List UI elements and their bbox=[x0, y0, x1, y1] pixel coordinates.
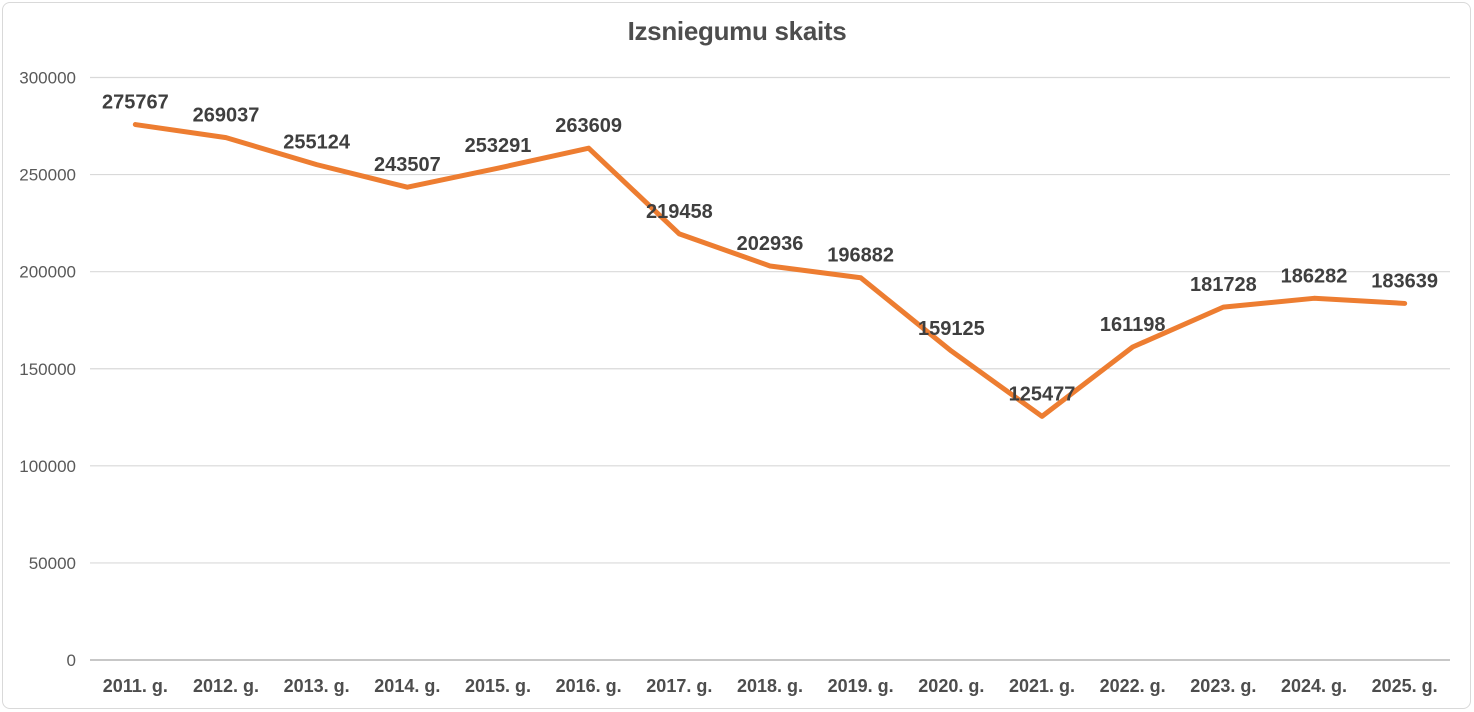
data-label: 159125 bbox=[918, 318, 985, 340]
data-line bbox=[132, 122, 1408, 419]
y-axis-tick-label: 150000 bbox=[19, 360, 76, 379]
x-axis-label: 2022. g. bbox=[1100, 676, 1166, 696]
data-label: 202936 bbox=[737, 233, 804, 255]
y-axis-tick-label: 250000 bbox=[19, 166, 76, 185]
data-label: 183639 bbox=[1371, 270, 1438, 292]
x-axis-label: 2023. g. bbox=[1190, 676, 1256, 696]
data-label: 181728 bbox=[1190, 274, 1257, 296]
x-axis-label: 2011. g. bbox=[103, 676, 168, 696]
x-axis-label: 2019. g. bbox=[828, 676, 894, 696]
x-axis-label: 2018. g. bbox=[737, 676, 803, 696]
x-axis-label: 2025. g. bbox=[1372, 676, 1438, 696]
data-label: 263609 bbox=[555, 115, 622, 137]
y-axis-tick-label: 0 bbox=[67, 651, 76, 670]
data-label: 186282 bbox=[1281, 265, 1348, 287]
y-axis-tick-label: 300000 bbox=[19, 69, 76, 88]
data-label: 161198 bbox=[1100, 314, 1166, 336]
data-label: 253291 bbox=[465, 135, 532, 157]
x-axis-label: 2014. g. bbox=[374, 676, 440, 696]
x-axis-label: 2020. g. bbox=[918, 676, 984, 696]
x-axis-label: 2012. g. bbox=[193, 676, 259, 696]
x-axis-label: 2015. g. bbox=[465, 676, 531, 696]
data-label: 275767 bbox=[102, 92, 169, 114]
x-axis-label: 2016. g. bbox=[556, 676, 622, 696]
data-label: 269037 bbox=[193, 105, 260, 127]
y-axis-tick-label: 50000 bbox=[29, 554, 76, 573]
x-axis-label: 2013. g. bbox=[284, 676, 350, 696]
data-label: 196882 bbox=[827, 245, 894, 267]
data-label: 219458 bbox=[646, 201, 713, 223]
x-axis-label: 2017. g. bbox=[646, 676, 712, 696]
data-label: 255124 bbox=[283, 132, 351, 154]
y-axis-tick-label: 200000 bbox=[19, 263, 76, 282]
x-axis-label: 2021. g. bbox=[1009, 676, 1075, 696]
data-label: 125477 bbox=[1009, 383, 1076, 405]
chart-title: Izsniegumu skaits bbox=[627, 16, 847, 46]
x-axis-label: 2024. g. bbox=[1281, 676, 1347, 696]
y-axis-tick-label: 100000 bbox=[19, 457, 76, 476]
data-label: 243507 bbox=[374, 154, 441, 176]
